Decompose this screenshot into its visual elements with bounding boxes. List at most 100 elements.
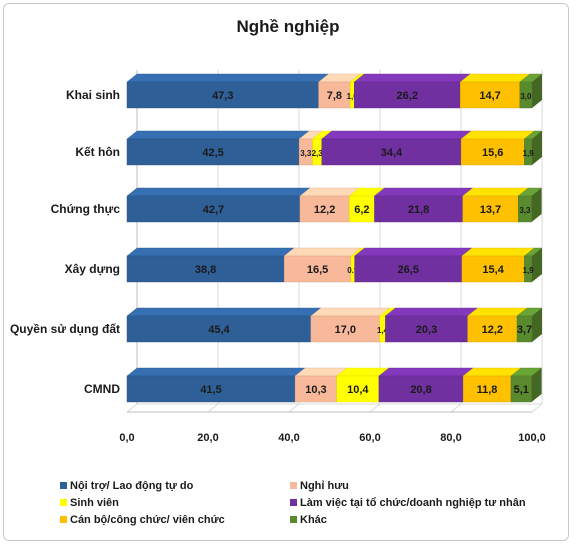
data-label: 16,5 [307,264,328,276]
category-label: CMND [84,382,120,396]
bar-top-face [321,130,472,140]
floor-gridline [450,403,462,413]
data-label: 45,4 [208,324,230,336]
legend-label: Sinh viên [70,497,119,509]
data-label: 3,3 [300,149,312,158]
data-label: 1,9 [523,266,535,275]
data-label: 15,6 [482,147,503,159]
category-label: Kết hôn [75,145,120,159]
data-label: 26,5 [398,264,419,276]
data-label: 3,0 [520,92,532,101]
bar-side-face [532,308,542,342]
legend-swatch [290,516,297,523]
bar-top-face [310,307,391,317]
bar-side-face [532,74,542,108]
data-label: 3,3 [519,206,531,215]
data-label: 12,2 [314,204,335,216]
bar-top-face [462,187,529,197]
bar-segment [462,375,512,403]
legend-label: Khác [300,514,327,526]
data-label: 42,7 [203,204,224,216]
bar-segment [126,375,296,403]
data-label: 3,7 [517,324,532,336]
data-label: 5,1 [514,384,529,396]
bar-top-face [126,73,330,83]
category-label: Quyền sử dụng đất [10,322,120,336]
bar-top-face [283,247,362,257]
legend-label: Cán bộ/công chức/ viên chức [70,514,225,526]
data-label: 21,8 [408,204,429,216]
bar-segment [462,195,519,223]
bar-side-face [532,248,542,282]
bar-top-face [126,130,310,140]
data-label: 0.9 [347,266,359,275]
data-label: 38,8 [195,264,216,276]
bar-segment [126,315,312,343]
bar-segment [126,81,319,109]
bar-segment [310,315,380,343]
x-tick-label: 80,0 [440,432,461,444]
bar-top-face [460,130,535,140]
x-tick-label: 60,0 [359,432,380,444]
category-label: Xây dựng [65,262,120,276]
data-label: 12,2 [482,324,503,336]
x-tick-label: 20,0 [197,432,218,444]
bar-top-face [384,307,479,317]
data-label: 15,4 [482,264,504,276]
bar-segment [349,195,375,223]
data-label: 11,8 [477,384,498,396]
bar-segment [318,81,351,109]
data-label: 41,5 [200,384,221,396]
legend-swatch [290,499,297,506]
x-tick-label: 100,0 [518,432,546,444]
bar-segment [354,255,463,283]
bar-segment [283,255,352,283]
category-label: Khai sinh [66,88,120,102]
bar-segment [126,255,285,283]
floor-gridline [126,403,138,413]
legend-swatch [60,516,67,523]
bar-top-face [467,307,528,317]
bar-segment [467,315,518,343]
bar-segment [378,375,464,403]
bar-top-face [126,247,295,257]
bar-top-face [299,187,360,197]
data-label: 1,0 [347,92,359,101]
data-label: 26,2 [397,90,418,102]
data-label: 47,3 [212,90,233,102]
data-label: 7,8 [327,90,342,102]
data-label: 42,5 [202,147,223,159]
bar-segment [126,138,300,166]
floor-gridline [288,403,300,413]
category-label: Chứng thực [51,202,121,216]
legend-label: Nghỉ hưu [300,480,349,492]
bar-side-face [531,188,542,222]
bar-top-face [126,367,306,377]
bar-segment [374,195,463,223]
data-label: 10,3 [305,384,326,396]
legend-label: Nội trợ/ Lao động tự do [70,480,194,492]
bar-segment [385,315,468,343]
bar-segment [294,375,337,403]
bar-segment [321,138,462,166]
bar-side-face [531,368,542,402]
bar-top-face [378,367,474,377]
data-label: 13,7 [480,204,501,216]
legend-swatch [60,482,67,489]
data-label: 20,3 [416,324,437,336]
data-label: 34,4 [381,147,403,159]
bar-top-face [126,307,322,317]
bar-side-face [532,131,542,165]
floor-gridline [531,403,543,413]
legend-label: Làm việc tại tổ chức/doanh nghiệp tư nhâ… [300,497,526,509]
data-label: 14,7 [479,90,500,102]
data-label: 1,4 [377,326,389,335]
bar-top-face [126,187,311,197]
floor-gridline [207,403,219,413]
data-label: 10,4 [347,384,369,396]
bar-top-face [459,73,531,83]
bar-segment [299,195,350,223]
data-label: 6,2 [354,204,369,216]
data-label: 1,9 [523,149,535,158]
